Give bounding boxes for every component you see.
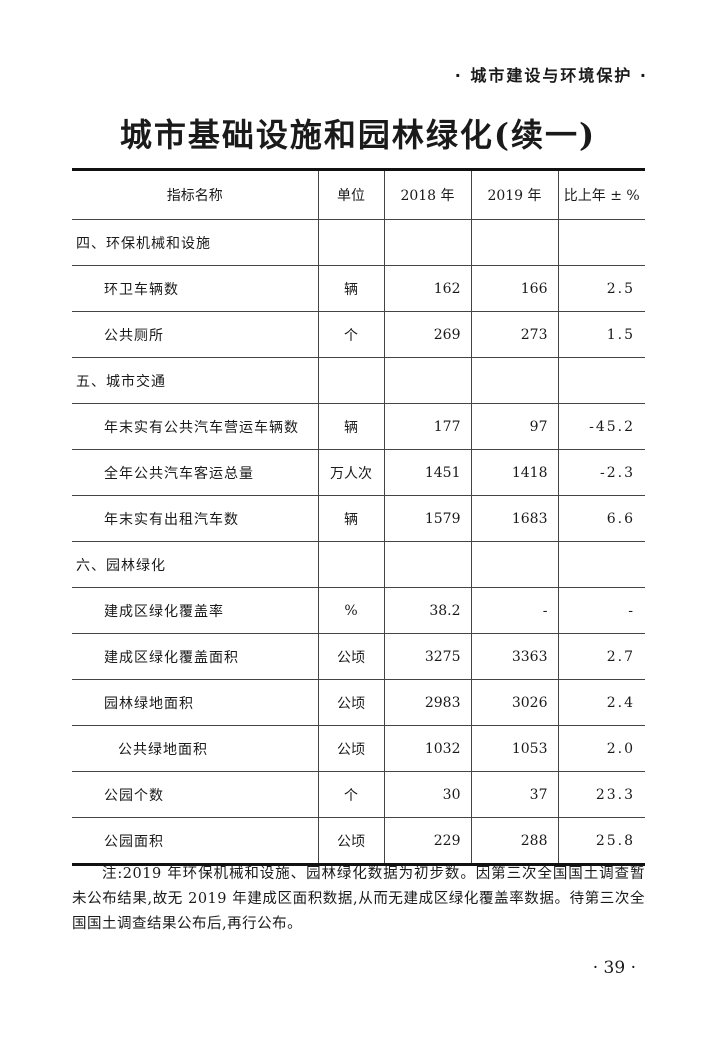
header-2019: 2019 年: [470, 169, 558, 220]
unit-cell: 公顷: [317, 633, 384, 680]
table-row: 公园面积 公顷 229 288 25.8: [72, 817, 645, 865]
table-row: 公共厕所个 269 273 1.5: [72, 311, 645, 358]
table-header-row: 指标名称 单位 2018 年 2019 年 比上年 ± %: [72, 169, 645, 220]
table-row: 公园个数个 30 37 23.3: [72, 771, 645, 818]
value-2019: 97: [470, 403, 558, 450]
table-row: 园林绿地面积 公顷 2983 3026 2.4: [72, 679, 645, 726]
change-percent: 2.5: [557, 265, 645, 312]
header-indicator: 指标名称: [72, 169, 318, 220]
value-2019: 1053: [470, 725, 558, 772]
value-2019: 166: [470, 265, 558, 312]
table-row: 全年公共汽车客运总量 万人次 1451 1418 -2.3: [72, 449, 645, 496]
value-2019: -: [470, 587, 558, 634]
indicator-name: 五、城市交通: [72, 357, 318, 404]
unit-cell: 辆: [317, 403, 384, 450]
indicator-name: 公共厕所: [72, 311, 318, 358]
value-2018: 3275: [383, 633, 471, 680]
value-2019: [470, 541, 558, 588]
indicator-name: 公园个数: [72, 771, 318, 818]
table-row: 建成区绿化覆盖率% 38.2- -: [72, 587, 645, 634]
value-2018: 177: [383, 403, 471, 450]
value-2018: 1032: [383, 725, 471, 772]
value-2018: 38.2: [383, 587, 471, 634]
indicator-name: 环卫车辆数: [72, 265, 318, 312]
value-2019: 1683: [470, 495, 558, 542]
indicator-name: 年末实有公共汽车营运车辆数: [72, 403, 318, 450]
unit-cell: 辆: [317, 265, 384, 312]
change-percent: -: [557, 587, 645, 634]
unit-cell: 个: [317, 311, 384, 358]
page-title: 城市基础设施和园林绿化(续一): [119, 116, 597, 154]
unit-cell: 公顷: [317, 725, 384, 772]
unit-cell: [317, 541, 384, 588]
header-2018: 2018 年: [383, 169, 471, 220]
header-unit: 单位: [317, 169, 384, 220]
change-percent: 25.8: [557, 817, 645, 865]
change-percent: 6.6: [557, 495, 645, 542]
value-2019: 37: [470, 771, 558, 818]
change-percent: [557, 219, 645, 266]
value-2018: 162: [383, 265, 471, 312]
page-number: · 39 ·: [592, 958, 636, 978]
table-row: 年末实有公共汽车营运车辆数辆 177 97 -45.2: [72, 403, 645, 450]
table-row: 年末实有出租汽车数辆 1579 1683 6.6: [72, 495, 645, 542]
unit-cell: 万人次: [317, 449, 384, 496]
indicator-name: 建成区绿化覆盖率: [72, 587, 318, 634]
value-2019: [470, 357, 558, 404]
table-row: 六、园林绿化: [72, 541, 645, 588]
unit-cell: 公顷: [317, 817, 384, 865]
change-percent: 2.0: [557, 725, 645, 772]
value-2018: [383, 219, 471, 266]
value-2019: [470, 219, 558, 266]
change-percent: [557, 357, 645, 404]
indicator-name: 公共绿地面积: [72, 725, 318, 772]
change-percent: 2.7: [557, 633, 645, 680]
unit-cell: [317, 219, 384, 266]
table-row: 五、城市交通: [72, 357, 645, 404]
indicator-name: 全年公共汽车客运总量: [72, 449, 318, 496]
value-2019: 288: [470, 817, 558, 865]
indicator-name: 公园面积: [104, 833, 164, 850]
indicator-name: 四、环保机械和设施: [72, 219, 318, 266]
indicator-name: 六、园林绿化: [72, 541, 318, 588]
change-percent: 23.3: [557, 771, 645, 818]
value-2018: 2983: [383, 679, 471, 726]
statistics-table: 指标名称 单位 2018 年 2019 年 比上年 ± % 四、环保机械和设施环…: [72, 168, 645, 866]
value-2018: 229: [383, 817, 471, 865]
table-row: 四、环保机械和设施: [72, 219, 645, 266]
table-row: 建成区绿化覆盖面积 公顷 3275 3363 2.7: [72, 633, 645, 680]
unit-cell: 公顷: [317, 679, 384, 726]
value-2018: 1451: [383, 449, 471, 496]
value-2019: 3026: [470, 679, 558, 726]
value-2018: 269: [383, 311, 471, 358]
section-header: · 城市建设与环境保护 ·: [454, 66, 648, 85]
value-2018: 30: [383, 771, 471, 818]
change-percent: 1.5: [557, 311, 645, 358]
header-change: 比上年 ± %: [557, 169, 645, 220]
table-row: 环卫车辆数辆 162 166 2.5: [72, 265, 645, 312]
unit-cell: 个: [317, 771, 384, 818]
unit-cell: 辆: [317, 495, 384, 542]
indicator-name: 建成区绿化覆盖面积: [72, 633, 318, 680]
value-2018: [383, 541, 471, 588]
unit-cell: [317, 357, 384, 404]
table-row: 公共绿地面积 公顷 1032 1053 2.0: [72, 725, 645, 772]
change-percent: [557, 541, 645, 588]
value-2018: [383, 357, 471, 404]
indicator-name: 园林绿地面积: [72, 679, 318, 726]
value-2019: 3363: [470, 633, 558, 680]
indicator-name: 年末实有出租汽车数: [72, 495, 318, 542]
footnote: 注:2019 年环保机械和设施、园林绿化数据为初步数。因第三次全国国土调查暂未公…: [72, 866, 645, 932]
value-2019: 1418: [470, 449, 558, 496]
change-percent: -45.2: [557, 403, 645, 450]
unit-cell: %: [317, 587, 384, 634]
value-2019: 273: [470, 311, 558, 358]
value-2018: 1579: [383, 495, 471, 542]
change-percent: -2.3: [557, 449, 645, 496]
change-percent: 2.4: [557, 679, 645, 726]
